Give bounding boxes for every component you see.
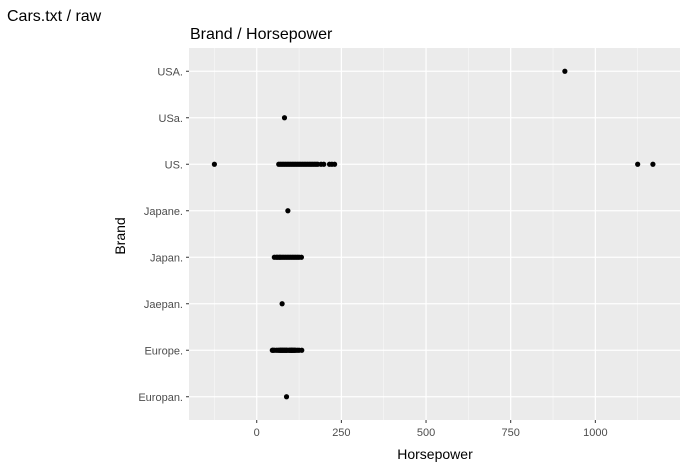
plot-panel <box>189 48 680 420</box>
x-tick-label: 0 <box>254 427 260 439</box>
minor-gridlines <box>214 48 638 420</box>
x-axis-title: Horsepower <box>397 446 473 462</box>
y-axis-ticks: Europan. Europe. Jaepan. Japan. Japane. US. US… <box>138 66 189 404</box>
data-point <box>283 394 290 400</box>
x-tick-label: 750 <box>502 427 520 439</box>
x-tick-label: 1000 <box>583 427 607 439</box>
x-axis-ticks: 0 250 500 750 1000 <box>254 420 608 439</box>
x-tick-label: 500 <box>417 427 435 439</box>
data-point <box>332 161 338 167</box>
y-axis-title: Brand <box>112 217 128 254</box>
y-tick-label: Japan. <box>150 252 183 264</box>
y-tick-label: US. <box>165 159 183 171</box>
data-points <box>211 68 656 400</box>
data-point <box>285 208 291 214</box>
y-tick-label: Jaepan. <box>144 299 183 311</box>
data-point <box>279 301 285 307</box>
data-point <box>321 161 327 167</box>
data-point <box>650 161 656 167</box>
chart-title: Brand / Horsepower <box>190 26 333 43</box>
data-point <box>635 161 641 167</box>
y-tick-label: USA. <box>157 66 183 78</box>
data-point <box>299 347 305 353</box>
data-point <box>211 161 217 167</box>
data-point <box>562 68 568 74</box>
x-tick-label: 250 <box>332 427 350 439</box>
data-point <box>281 115 288 121</box>
y-tick-label: Europan. <box>138 392 183 404</box>
data-point <box>298 254 305 260</box>
y-tick-label: Europe. <box>144 345 183 357</box>
page-title: Cars.txt / raw <box>7 8 102 25</box>
y-tick-label: Japane. <box>144 206 183 218</box>
y-tick-label: USa. <box>159 113 183 125</box>
